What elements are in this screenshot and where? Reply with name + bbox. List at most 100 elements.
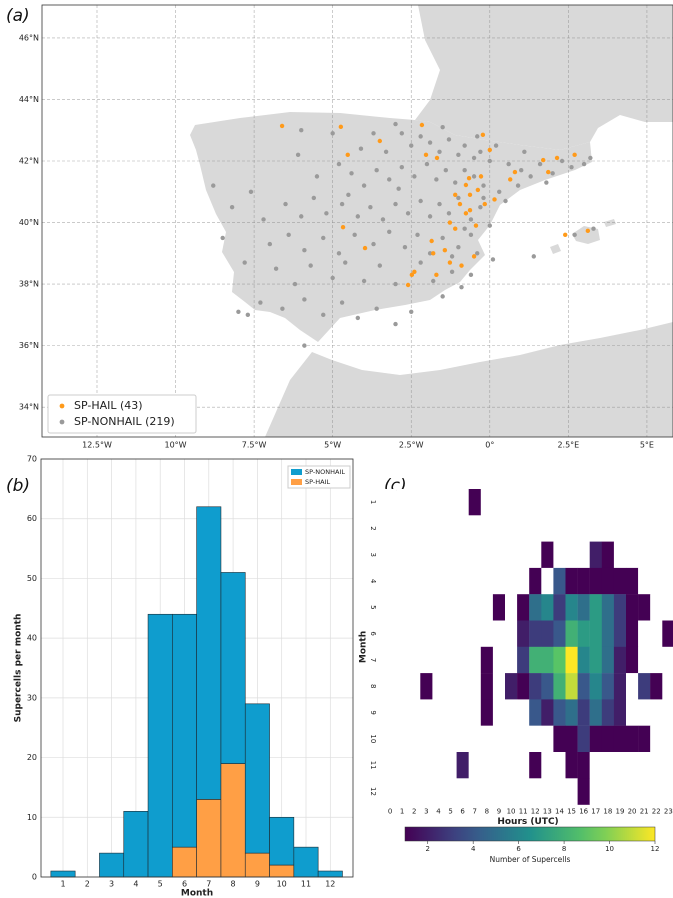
point xyxy=(423,152,429,158)
point xyxy=(478,149,483,154)
heatmap-cell xyxy=(468,699,481,726)
point xyxy=(299,128,304,133)
point xyxy=(487,147,492,153)
point xyxy=(506,161,511,167)
heatmap-cell xyxy=(529,673,542,700)
heatmap-cell xyxy=(505,620,518,647)
heatmap-cell xyxy=(480,778,494,805)
x-tick-label: 10 xyxy=(277,880,287,889)
heatmap-cell xyxy=(420,646,433,674)
heatmap-cell xyxy=(480,620,494,647)
point xyxy=(258,300,263,305)
heatmap-cell xyxy=(589,646,602,674)
heatmap-cell xyxy=(480,752,494,779)
heatmap-cell xyxy=(432,752,445,779)
point xyxy=(519,168,524,173)
heatmap-cell xyxy=(601,620,615,647)
heatmap-cell xyxy=(492,541,506,569)
heatmap-cell xyxy=(529,752,542,779)
heatmap-cell xyxy=(517,620,530,647)
x-tick-label: 12 xyxy=(325,880,335,889)
heatmap-cell xyxy=(613,673,627,700)
heatmap-cell xyxy=(444,699,457,726)
heatmap-cell xyxy=(396,541,409,569)
heatmap-cell xyxy=(626,620,639,647)
heatmap-cell xyxy=(601,567,615,595)
heatmap-cell xyxy=(577,541,590,569)
heatmap-cell xyxy=(553,515,566,542)
point xyxy=(324,211,329,216)
heatmap-cell xyxy=(444,515,457,542)
heatmap-cell xyxy=(577,620,590,647)
heatmap-cell xyxy=(480,541,494,569)
heatmap-cell xyxy=(553,725,566,753)
point xyxy=(339,201,345,207)
heatmap-cell xyxy=(613,541,627,569)
x-tick-label: 4 xyxy=(133,880,138,889)
heatmap-cell xyxy=(553,646,566,674)
x-tick-label: 4 xyxy=(436,808,441,816)
point xyxy=(475,134,480,139)
france xyxy=(415,5,673,150)
heatmap-cell xyxy=(492,778,506,805)
heatmap-cell xyxy=(565,594,578,621)
point xyxy=(468,272,474,278)
y-tick-label: 2 xyxy=(369,526,377,530)
bar xyxy=(293,846,319,878)
x-tick-label: 14 xyxy=(555,808,564,816)
x-tick-label: 2.5°W xyxy=(399,441,424,450)
heatmap-cell xyxy=(626,515,639,542)
y-tick-label: 42°N xyxy=(19,157,39,166)
point xyxy=(361,183,367,188)
point xyxy=(358,146,364,151)
heatmap-cell xyxy=(432,646,445,674)
point xyxy=(393,281,398,287)
heatmap-cell xyxy=(613,752,627,779)
heatmap-cell xyxy=(662,567,673,595)
heatmap-cell xyxy=(384,699,397,726)
heatmap-cell xyxy=(529,620,542,647)
point xyxy=(415,232,420,238)
point xyxy=(229,204,235,210)
point xyxy=(387,177,392,182)
legend-swatch xyxy=(291,469,302,475)
point xyxy=(434,272,439,278)
heatmap-cell xyxy=(517,673,530,700)
heatmap-cell xyxy=(601,673,615,700)
heatmap-cell xyxy=(384,594,397,621)
point xyxy=(371,131,376,136)
point xyxy=(449,269,455,274)
point xyxy=(412,174,417,179)
point xyxy=(248,189,254,194)
x-tick-label: 22 xyxy=(652,808,661,816)
point xyxy=(374,168,379,173)
point xyxy=(462,226,467,231)
point xyxy=(468,217,474,222)
point xyxy=(471,155,477,161)
point xyxy=(531,254,536,259)
x-tick-label: 7 xyxy=(206,880,211,889)
heatmap-cell xyxy=(553,778,566,805)
heatmap-cell xyxy=(577,594,590,621)
point xyxy=(512,169,518,175)
africa xyxy=(265,322,673,437)
x-tick-label: 11 xyxy=(301,880,311,889)
y-tick-label: 38°N xyxy=(19,280,39,289)
heatmap-cell xyxy=(613,646,627,674)
legend-marker xyxy=(59,403,65,409)
point xyxy=(475,187,481,193)
heatmap-cell xyxy=(565,699,578,726)
heatmap-cell xyxy=(529,594,542,621)
heatmap-cell xyxy=(565,673,578,700)
x-tick-label: 2.5°E xyxy=(557,441,579,450)
point xyxy=(446,211,452,216)
bar xyxy=(50,870,76,878)
x-tick-label: 12 xyxy=(531,808,540,816)
point xyxy=(487,158,492,164)
heatmap-cell xyxy=(408,541,421,569)
heatmap-cell xyxy=(420,725,433,753)
heatmap-cell xyxy=(662,646,673,674)
heatmap-cell xyxy=(492,725,506,753)
heatmap-cell xyxy=(468,673,481,700)
heatmap-cell xyxy=(638,699,651,726)
